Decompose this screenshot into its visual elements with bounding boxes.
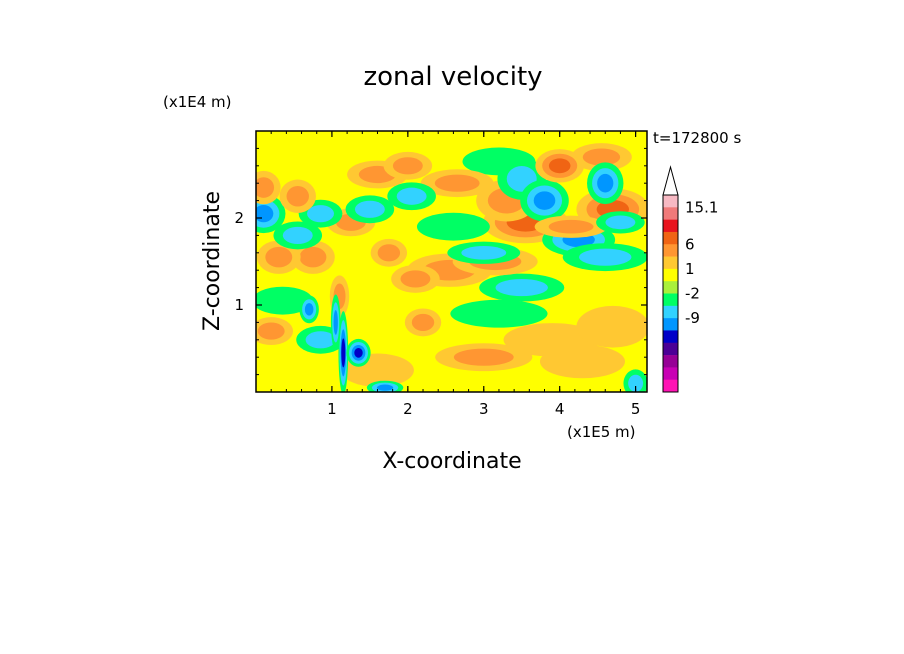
x-tick-label: 2: [403, 400, 413, 418]
contour-region: [256, 177, 275, 198]
contour-region: [333, 310, 338, 335]
contour-region: [256, 286, 313, 315]
contour-region: [605, 215, 636, 230]
contour-region: [392, 157, 423, 175]
colorbar-segment: [663, 367, 678, 380]
contour-region: [265, 246, 293, 268]
contour-region: [354, 200, 385, 218]
colorbar-segment: [663, 256, 678, 270]
colorbar-segment: [663, 293, 678, 307]
contour-region: [257, 322, 285, 340]
plot-frame: [255, 130, 648, 393]
colorbar: 15.1 6 1 -2 -9: [662, 165, 718, 393]
colorbar-segment: [663, 231, 678, 245]
contour-region: [450, 299, 548, 328]
contour-region: [256, 204, 274, 223]
x-scale-label: (x1E5 m): [567, 423, 636, 441]
contour-region: [282, 226, 313, 244]
x-axis: 1 2 3 4 5: [270, 131, 641, 418]
contour-region: [453, 348, 514, 366]
colorbar-segment: [663, 195, 678, 208]
contour-region: [416, 212, 490, 241]
y-axis: 12: [234, 147, 647, 376]
chart-title: zonal velocity: [363, 62, 542, 92]
contour-region: [582, 148, 621, 166]
contour-region: [628, 374, 644, 392]
plot-area: [255, 130, 648, 393]
y-tick-label: 1: [234, 296, 244, 314]
colorbar-segment: [663, 244, 678, 257]
contour-region: [307, 205, 334, 223]
colorbar-segment: [663, 379, 678, 393]
colorbar-segment: [663, 207, 678, 220]
x-tick-label: 3: [479, 400, 489, 418]
colorbar-segment: [663, 281, 678, 294]
contour-region: [597, 173, 614, 193]
contour-region: [304, 303, 314, 316]
colorbar-segment: [663, 355, 678, 368]
contour-region: [376, 384, 394, 391]
contour-region: [299, 246, 327, 268]
colorbar-frame: [662, 194, 679, 393]
colorbar-label: 15.1: [685, 198, 718, 216]
colorbar-segment: [663, 342, 678, 356]
contour-region: [396, 187, 427, 205]
contour-region: [354, 348, 363, 358]
colorbar-extend-arrow: [662, 165, 679, 196]
contour-region: [495, 279, 548, 297]
contour-region: [579, 248, 632, 266]
contour-region: [411, 313, 435, 331]
colorbar-label: -9: [685, 309, 700, 327]
colorbar-segment: [663, 268, 678, 282]
x-axis-label: X-coordinate: [382, 449, 521, 474]
time-label: t=172800 s: [653, 129, 741, 147]
x-tick-label: 4: [555, 400, 565, 418]
contour-region: [539, 344, 625, 379]
contour-region: [400, 270, 431, 288]
colorbar-label: 6: [685, 235, 695, 253]
contour-region: [377, 244, 401, 262]
colorbar-segment: [663, 219, 678, 233]
colorbar-label: -2: [685, 285, 700, 303]
contour-region: [341, 338, 346, 368]
colorbar-segment: [663, 305, 678, 319]
y-axis-label: Z-coordinate: [200, 191, 225, 331]
x-tick-label: 1: [327, 400, 337, 418]
contour-region: [533, 191, 556, 210]
contour-region: [548, 219, 594, 234]
contour-region: [305, 331, 336, 349]
contour-region: [461, 245, 507, 260]
contour-region: [576, 305, 647, 348]
colorbar-label: 1: [685, 260, 695, 278]
colorbar-segment: [663, 318, 678, 331]
contour-region: [434, 174, 480, 192]
colorbar-segment: [663, 330, 678, 344]
x-tick-label: 5: [631, 400, 641, 418]
contour-region: [548, 158, 571, 174]
y-scale-label: (x1E4 m): [163, 93, 232, 111]
y-tick-label: 2: [234, 209, 244, 227]
contour-region: [286, 185, 309, 207]
